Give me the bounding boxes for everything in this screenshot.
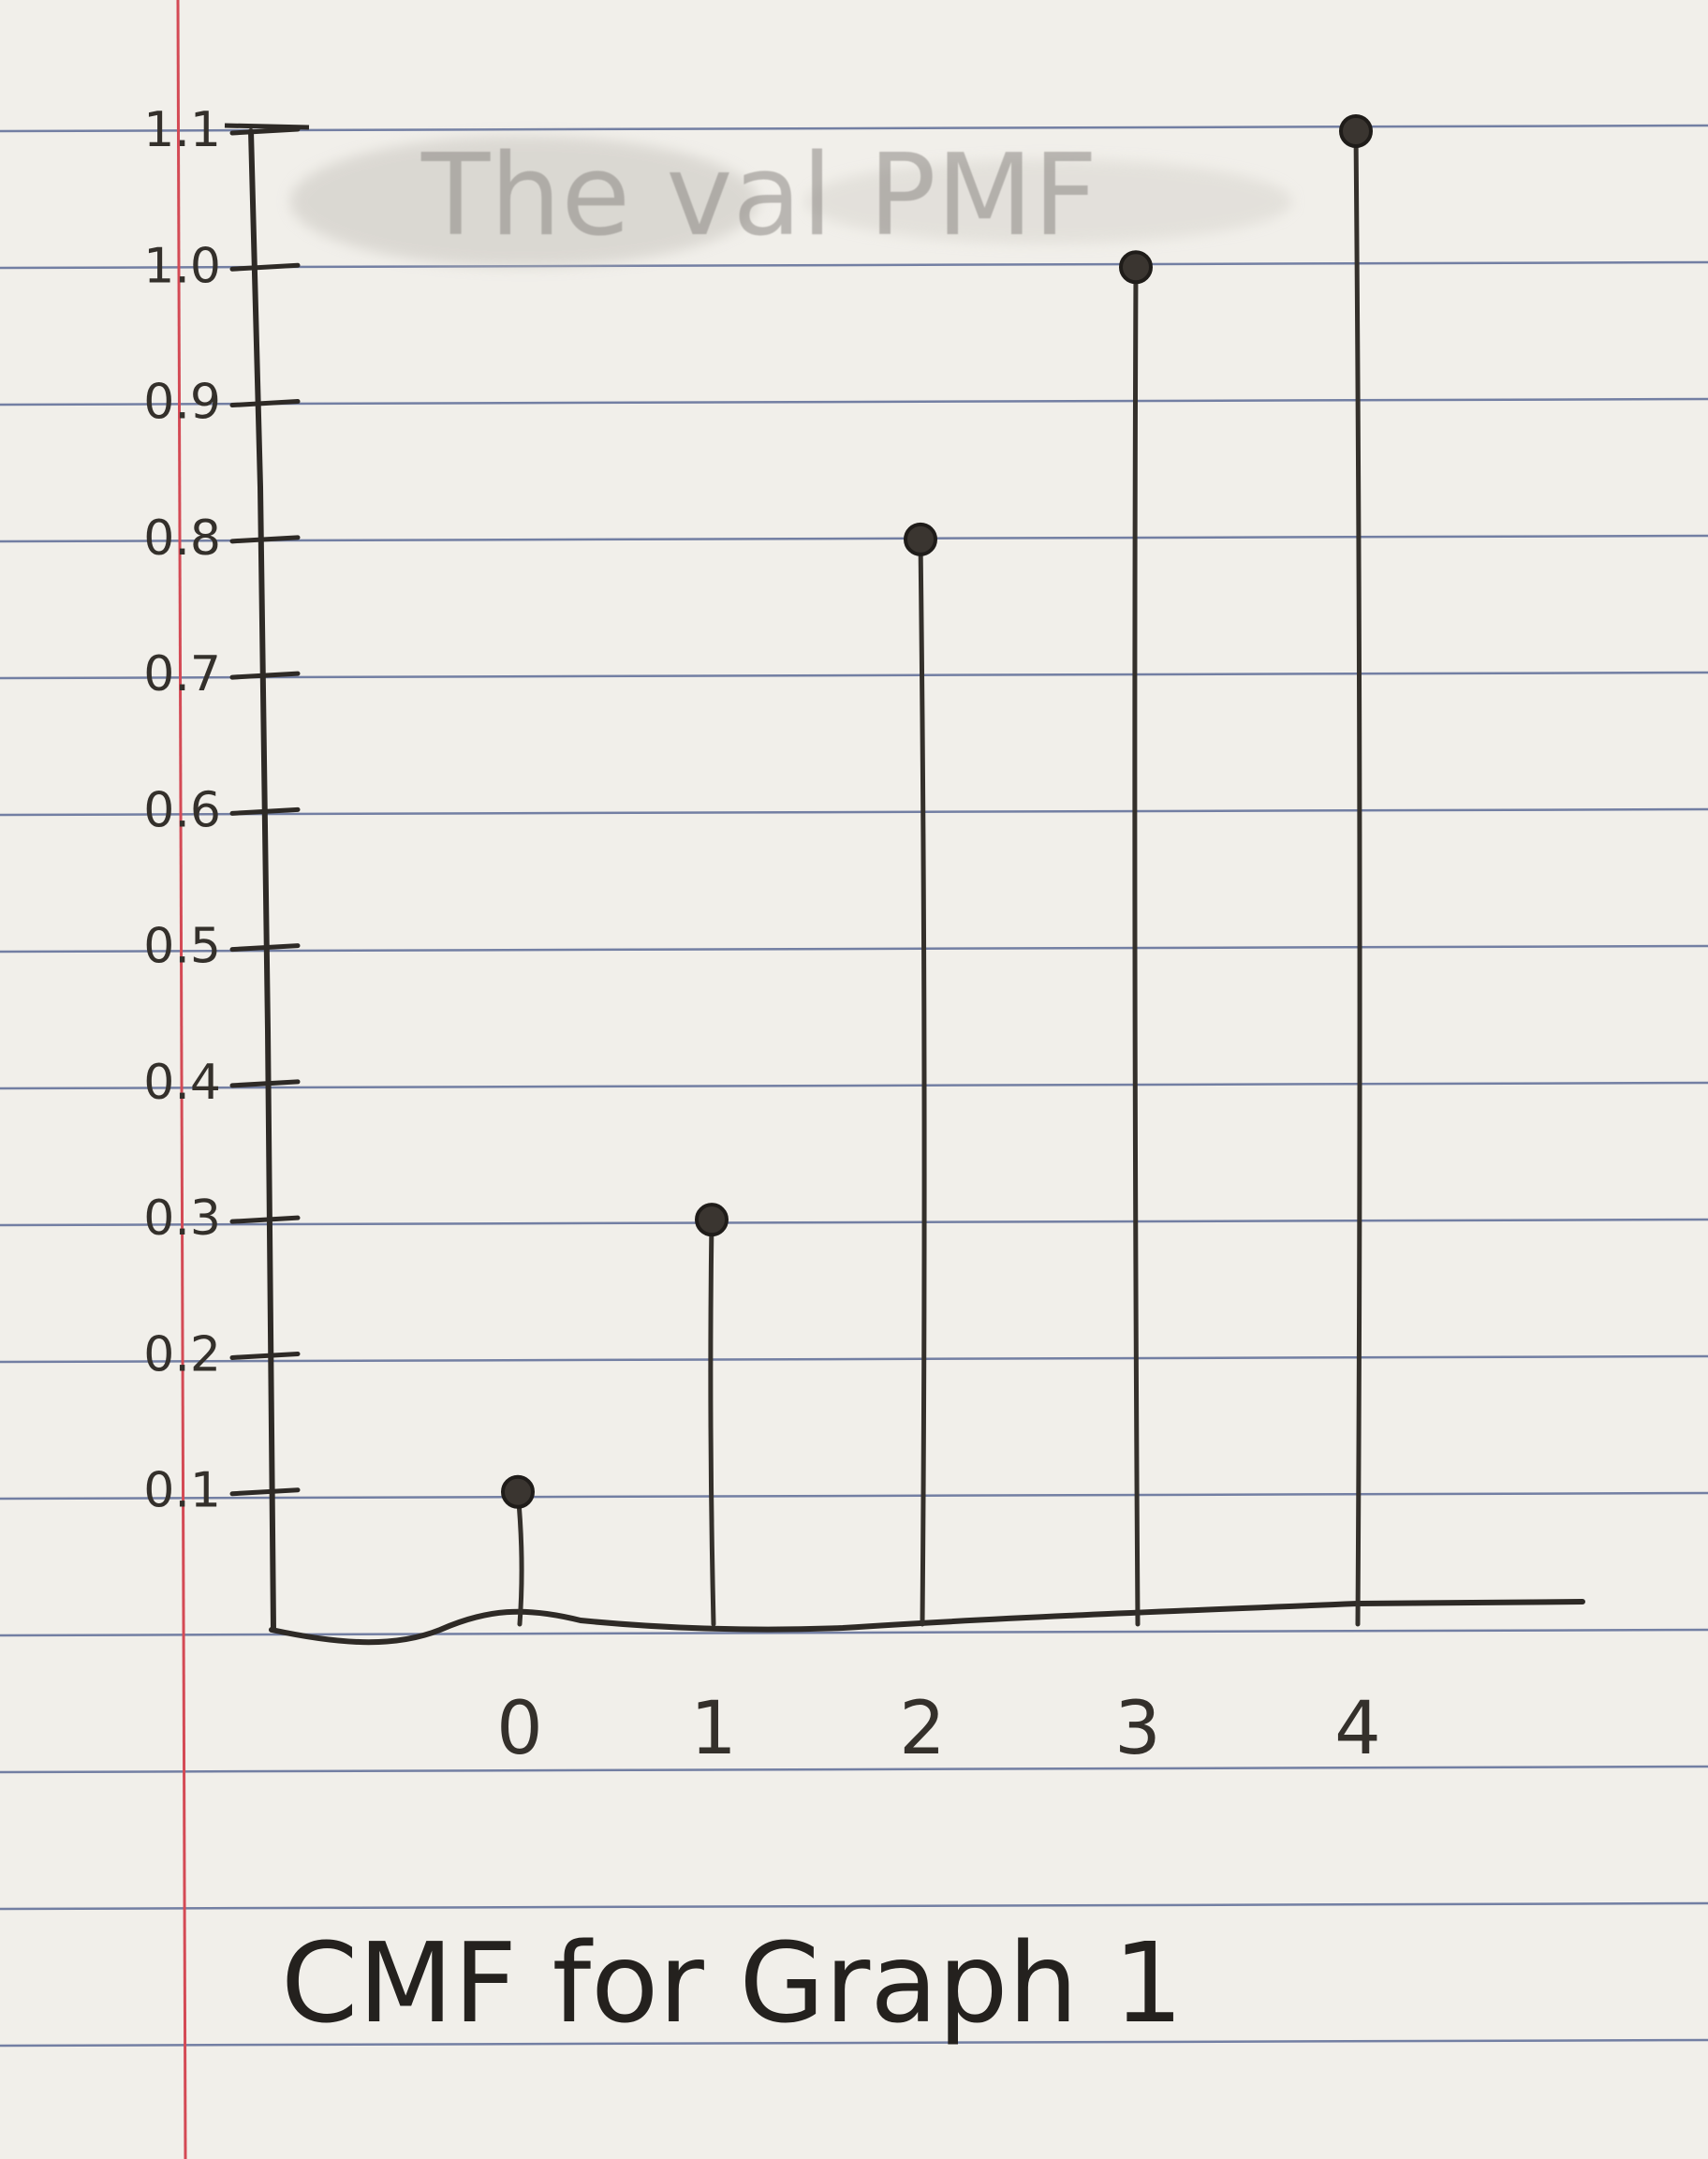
y-tick-mark [229,1487,301,1497]
y-tick-label: 0.4 [143,1055,221,1111]
x-axis-tick-labels: 0 1 2 3 4 [496,1687,1381,1771]
eraser-smudge [290,136,1292,267]
erased-text: The val PMF [420,131,1097,261]
ruled-line [0,1765,1708,1774]
y-tick-label: 0.2 [143,1326,221,1383]
x-tick-label: 1 [690,1687,737,1771]
y-tick-label: 0.5 [143,919,221,975]
y-axis-top-cap [224,123,310,130]
x-tick-label: 0 [496,1687,543,1771]
x-axis-line [269,1599,1585,1646]
smudge-patch [290,136,758,267]
y-tick-mark [229,1215,301,1224]
margin-line [176,0,187,2159]
stem-mark [904,522,937,1627]
y-tick-mark [229,535,301,544]
stem-point [501,1474,535,1509]
y-tick-mark [229,943,301,953]
stem-line [918,537,927,1627]
stem-mark [1119,250,1153,1627]
y-axis-line [248,128,276,1633]
stem-mark [501,1474,535,1627]
stem-point [1339,114,1373,148]
y-tick-label: 1.0 [143,238,221,294]
y-tick-label: 1.1 [143,102,221,158]
ruled-line [0,1901,1708,1911]
y-tick-label: 0.6 [143,782,221,838]
ruled-line [0,1491,1708,1501]
chart-title: CMF for Graph 1 [281,1918,1184,2048]
x-tick-label: 4 [1334,1687,1381,1771]
y-tick-mark [229,1079,301,1088]
y-tick-label: 0.9 [143,375,221,431]
smudge-patch [805,159,1292,244]
ruled-line [0,671,1708,680]
y-tick-mark [229,399,301,408]
y-tick-mark [229,671,301,680]
ruled-line [0,1218,1708,1227]
y-tick-mark [229,1351,301,1360]
ruled-line [0,2038,1708,2048]
y-tick-label: 0.8 [143,510,221,567]
y-axis-ticks [229,126,301,1497]
stem-point [904,522,937,556]
x-tick-label: 3 [1114,1687,1161,1771]
y-tick-mark [229,262,301,272]
ruled-line [0,944,1708,954]
y-tick-label: 0.1 [143,1463,221,1519]
y-tick-label: 0.3 [143,1190,221,1247]
y-tick-mark [229,806,301,816]
stem-mark [695,1203,729,1627]
y-tick-label: 0.7 [143,646,221,702]
stem-line [708,1217,716,1627]
ruled-line [0,1081,1708,1090]
y-tick-mark [229,126,301,136]
ruled-line [0,807,1708,817]
stem-line [1353,128,1362,1627]
stem-line [1132,264,1141,1627]
y-axis [224,123,310,1633]
x-tick-label: 2 [899,1687,946,1771]
ruled-line [0,1354,1708,1364]
stem-point [1119,250,1153,285]
stem-point [695,1203,729,1237]
stem-series [501,114,1373,1627]
stem-mark [1339,114,1373,1627]
y-axis-tick-labels: 0.1 0.2 0.3 0.4 0.5 0.6 0.7 0.8 0.9 1.0 1.1 [143,102,221,1519]
